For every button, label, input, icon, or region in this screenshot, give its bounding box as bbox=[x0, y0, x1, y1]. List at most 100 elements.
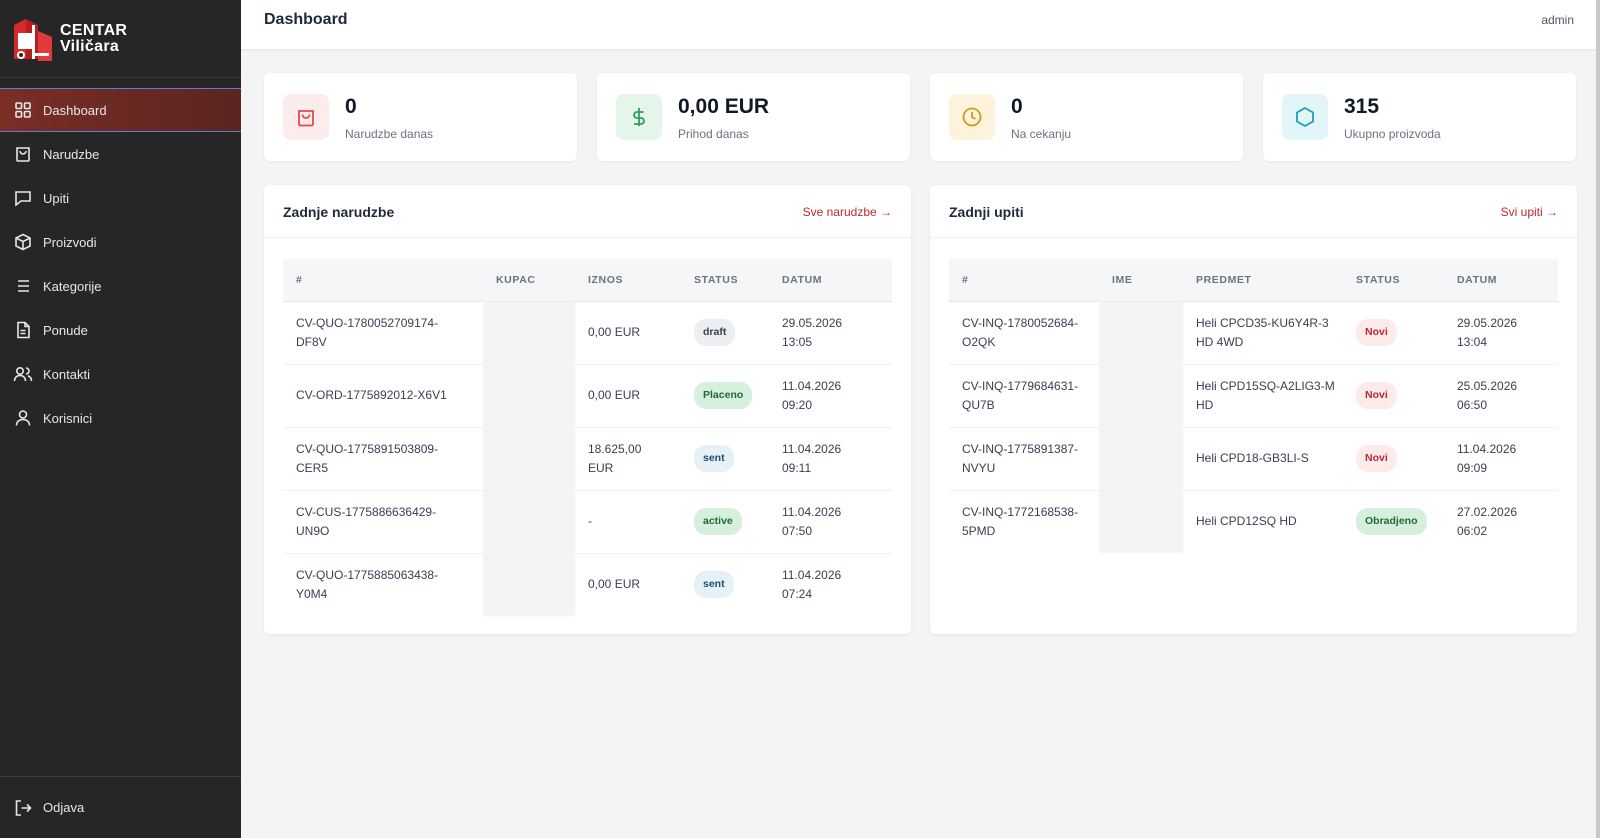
sidebar-item-upiti[interactable]: Upiti bbox=[0, 176, 241, 220]
order-date-text: 11.04.2026 07:24 bbox=[782, 567, 842, 601]
sidebar-item-label: Korisnici bbox=[43, 410, 93, 426]
order-id[interactable]: CV-QUO-1775885063438-Y0M4 bbox=[283, 553, 483, 616]
order-id[interactable]: CV-QUO-1775891503809-CER5 bbox=[283, 427, 483, 491]
panel-header: Zadnje narudzbe Sve narudzbe → bbox=[264, 185, 911, 238]
column-header[interactable]: PREDMET bbox=[1183, 259, 1343, 302]
order-status: active bbox=[681, 490, 769, 554]
stat-card-pending: 0 Na cekanju bbox=[930, 73, 1243, 161]
status-badge: sent bbox=[694, 571, 734, 599]
orders-table: # KUPAC IZNOS STATUS DATUM CV-QUO-178005… bbox=[283, 259, 892, 616]
inquiry-status: Novi bbox=[1343, 427, 1444, 491]
forklift-logo-icon bbox=[8, 11, 54, 67]
logo[interactable]: CENTAR Viličara bbox=[0, 0, 241, 78]
list-icon bbox=[13, 276, 33, 296]
column-header[interactable]: STATUS bbox=[681, 259, 769, 302]
order-status: sent bbox=[681, 553, 769, 616]
panel-title: Zadnje narudzbe bbox=[283, 204, 395, 220]
order-date: 11.04.2026 09:11 bbox=[769, 427, 892, 491]
inquiry-subject: Heli CPD15SQ-A2LIG3-M HD bbox=[1183, 364, 1343, 428]
inquiry-id[interactable]: CV-INQ-1772168538-5PMD bbox=[949, 490, 1099, 553]
table-row[interactable]: CV-CUS-1775886636429-UN9O - active 11.04… bbox=[283, 490, 892, 554]
name-redacted bbox=[1099, 364, 1183, 428]
order-status: Placeno bbox=[681, 364, 769, 428]
stat-value: 315 bbox=[1344, 95, 1380, 118]
sidebar-item-korisnici[interactable]: Korisnici bbox=[0, 396, 241, 440]
order-date: 29.05.2026 13:05 bbox=[769, 301, 892, 365]
inquiry-date-text: 11.04.2026 09:09 bbox=[1457, 441, 1517, 475]
table-row[interactable]: CV-INQ-1775891387-NVYU Heli CPD18-GB3LI-… bbox=[949, 427, 1558, 491]
table-row[interactable]: CV-INQ-1772168538-5PMD Heli CPD12SQ HD O… bbox=[949, 490, 1558, 553]
inquiry-subject-text: Heli CPD15SQ-A2LIG3-M HD bbox=[1196, 378, 1335, 412]
box-icon bbox=[13, 232, 33, 252]
all-inquiries-link[interactable]: Svi upiti → bbox=[1500, 205, 1558, 219]
table-row[interactable]: CV-INQ-1780052684-O2QK Heli CPCD35-KU6Y4… bbox=[949, 301, 1558, 365]
grid-icon bbox=[13, 100, 33, 120]
table-row[interactable]: CV-QUO-1780052709174-DF8V 0,00 EUR draft… bbox=[283, 301, 892, 365]
sidebar-item-label: Narudzbe bbox=[43, 146, 100, 162]
column-header[interactable]: # bbox=[283, 259, 483, 302]
panel-header: Zadnji upiti Svi upiti → bbox=[930, 185, 1577, 238]
customer-redacted bbox=[483, 553, 575, 616]
sidebar-item-label: Upiti bbox=[43, 190, 70, 206]
order-amount: 0,00 EUR bbox=[588, 577, 641, 592]
stat-value: 0 bbox=[345, 95, 357, 118]
status-badge: Placeno bbox=[694, 382, 753, 409]
stat-label: Prihod danas bbox=[678, 127, 749, 141]
status-badge: Obradjeno bbox=[1356, 508, 1427, 536]
inquiry-id[interactable]: CV-INQ-1779684631-QU7B bbox=[949, 364, 1099, 428]
status-badge: sent bbox=[694, 445, 734, 472]
column-header[interactable]: # bbox=[949, 259, 1099, 302]
inquiry-date-text: 27.02.2026 06:02 bbox=[1457, 504, 1518, 538]
stat-card-revenue-today: 0,00 EUR Prihod danas bbox=[597, 73, 910, 161]
inquiry-id-text: CV-INQ-1775891387-NVYU bbox=[962, 441, 1079, 475]
sidebar-item-kontakti[interactable]: Kontakti bbox=[0, 352, 241, 396]
logout-icon bbox=[13, 798, 33, 818]
table-row[interactable]: CV-INQ-1779684631-QU7B Heli CPD15SQ-A2LI… bbox=[949, 364, 1558, 428]
column-header[interactable]: STATUS bbox=[1343, 259, 1444, 302]
sidebar-item-proizvodi[interactable]: Proizvodi bbox=[0, 220, 241, 264]
order-id[interactable]: CV-QUO-1780052709174-DF8V bbox=[283, 301, 483, 365]
column-header[interactable]: IZNOS bbox=[575, 259, 681, 302]
logout-button[interactable]: Odjava bbox=[0, 786, 241, 830]
sidebar-item-label: Proizvodi bbox=[43, 234, 97, 250]
stat-value: 0,00 EUR bbox=[678, 95, 770, 118]
inquiry-id-text: CV-INQ-1772168538-5PMD bbox=[962, 504, 1079, 538]
brand-line-2: Viličara bbox=[60, 37, 120, 55]
order-id-text: CV-QUO-1780052709174-DF8V bbox=[296, 315, 439, 349]
sidebar-item-narudzbe[interactable]: Narudzbe bbox=[0, 132, 241, 176]
sidebar-item-ponude[interactable]: Ponude bbox=[0, 308, 241, 352]
sidebar-item-dashboard[interactable]: Dashboard bbox=[0, 88, 241, 132]
order-date-text: 11.04.2026 09:20 bbox=[782, 378, 842, 412]
status-badge: Novi bbox=[1356, 382, 1397, 409]
table-row[interactable]: CV-QUO-1775891503809-CER5 18.625,00 EUR … bbox=[283, 427, 892, 491]
sidebar-item-label: Dashboard bbox=[43, 102, 107, 118]
order-amount: - bbox=[575, 490, 681, 554]
clock-icon bbox=[949, 94, 995, 140]
window-edge bbox=[1596, 0, 1600, 838]
panel-title: Zadnji upiti bbox=[949, 204, 1024, 220]
order-id[interactable]: CV-CUS-1775886636429-UN9O bbox=[283, 490, 483, 554]
inquiry-id[interactable]: CV-INQ-1775891387-NVYU bbox=[949, 427, 1099, 491]
column-header[interactable]: DATUM bbox=[769, 259, 892, 302]
column-header[interactable]: DATUM bbox=[1444, 259, 1558, 302]
column-header[interactable]: KUPAC bbox=[483, 259, 575, 302]
page-title: Dashboard bbox=[264, 11, 348, 28]
table-row[interactable]: CV-QUO-1775885063438-Y0M4 0,00 EUR sent … bbox=[283, 553, 892, 616]
order-amount-text: 18.625,00 EUR bbox=[588, 441, 642, 475]
brand-line-1: CENTAR bbox=[60, 21, 128, 39]
column-header[interactable]: IME bbox=[1099, 259, 1183, 302]
inquiry-status: Novi bbox=[1343, 364, 1444, 428]
inquiry-date: 25.05.2026 06:50 bbox=[1444, 364, 1558, 428]
inquiry-subject: Heli CPD12SQ HD bbox=[1183, 490, 1343, 553]
inquiry-id[interactable]: CV-INQ-1780052684-O2QK bbox=[949, 301, 1099, 365]
table-row[interactable]: CV-ORD-1775892012-X6V1 0,00 EUR Placeno … bbox=[283, 364, 892, 428]
inquiry-id-text: CV-INQ-1779684631-QU7B bbox=[962, 378, 1079, 412]
order-date-text: 11.04.2026 07:50 bbox=[782, 504, 842, 538]
inquiry-subject-text: Heli CPD12SQ HD bbox=[1196, 514, 1297, 529]
all-orders-link[interactable]: Sve narudzbe → bbox=[802, 205, 892, 219]
order-id[interactable]: CV-ORD-1775892012-X6V1 bbox=[283, 364, 483, 428]
top-header: Dashboard admin bbox=[241, 0, 1596, 50]
recent-orders-panel: Zadnje narudzbe Sve narudzbe → # KUPAC I… bbox=[264, 185, 911, 634]
user-menu[interactable]: admin bbox=[1541, 13, 1574, 27]
sidebar-item-kategorije[interactable]: Kategorije bbox=[0, 264, 241, 308]
